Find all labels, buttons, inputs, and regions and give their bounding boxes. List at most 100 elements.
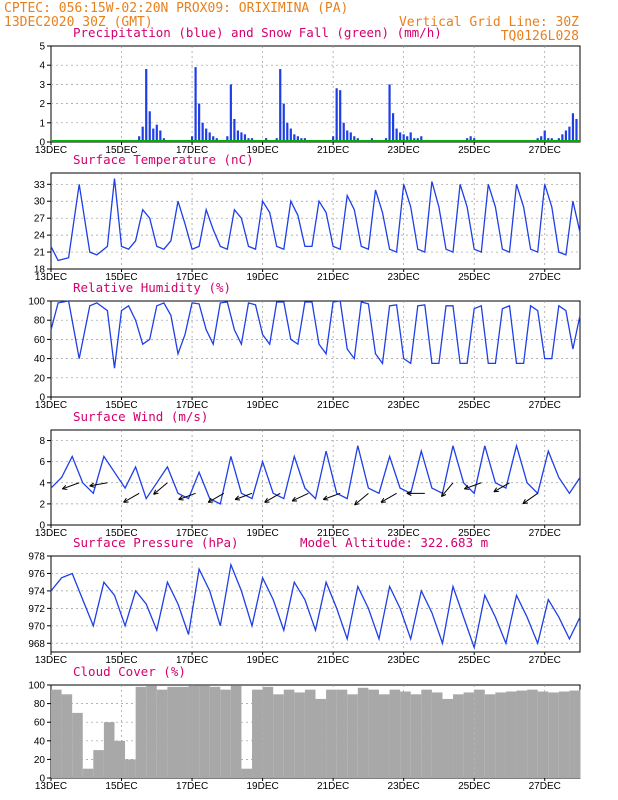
x-tick-label: 15DEC — [105, 272, 137, 283]
cloud-bar — [252, 689, 263, 778]
y-tick-label: 6 — [39, 457, 45, 468]
precip-bar — [148, 111, 151, 142]
x-tick-label: 23DEC — [388, 272, 420, 283]
cloud-bar — [103, 722, 115, 778]
y-tick-label: 33 — [34, 180, 46, 191]
cloud-bar — [484, 694, 496, 778]
x-tick-label: 17DEC — [176, 528, 208, 539]
x-tick-label: 19DEC — [246, 781, 278, 792]
cloud-bar — [347, 694, 358, 778]
precip-bar — [194, 67, 197, 142]
y-tick-label: 18 — [34, 265, 46, 276]
wind-arrow-head — [354, 500, 358, 506]
x-tick-label: 19DEC — [246, 528, 278, 539]
x-tick-label: 15DEC — [105, 781, 137, 792]
precip-bar — [399, 132, 402, 142]
x-tick-label: 21DEC — [317, 400, 349, 411]
x-tick-label: 23DEC — [388, 528, 420, 539]
precip-bar — [402, 134, 405, 142]
x-tick-label: 21DEC — [317, 145, 349, 156]
y-tick-label: 27 — [34, 214, 46, 225]
wind-arrow-head — [61, 485, 67, 490]
y-tick-label: 21 — [34, 248, 46, 259]
x-tick-label: 17DEC — [176, 145, 208, 156]
precip-bar — [236, 130, 240, 142]
precip-bar — [233, 118, 236, 142]
wind-arrow-head — [235, 498, 241, 501]
x-tick-label: 21DEC — [317, 528, 349, 539]
wind-arrow-head — [178, 498, 184, 501]
panel-precip: 0 1 2 3 4 5 13DEC 15DEC 17DEC 19DEC 21DEC 23DEC 25DE… — [35, 25, 581, 156]
precip-bar — [226, 136, 229, 142]
wind-arrow-shaft — [264, 492, 281, 503]
cloud-bar — [93, 750, 104, 778]
precip-bar — [240, 132, 243, 142]
x-tick-label: 27DEC — [529, 145, 561, 156]
precip-bar — [201, 122, 204, 142]
wind-arrow — [440, 482, 454, 498]
cloud-bar — [72, 712, 83, 778]
y-tick-label: 100 — [28, 297, 45, 308]
cloud-bar — [431, 692, 443, 778]
wind-arrow-head — [441, 494, 447, 498]
wind-arrow-shaft — [464, 482, 482, 490]
cloud-bar — [357, 687, 369, 778]
x-tick-label: 21DEC — [317, 781, 349, 792]
wind-arrow-head — [440, 491, 444, 497]
cloud-bar — [495, 692, 506, 778]
wind-arrow-shaft — [178, 492, 196, 500]
y-tick-label: 100 — [28, 681, 45, 692]
precip-bar — [409, 132, 412, 142]
wind-arrow — [178, 492, 196, 501]
y-tick-label: 3 — [39, 80, 45, 91]
wind-arrow-head — [380, 497, 385, 503]
wind-arrow-shaft — [354, 492, 369, 506]
wind-arrow-head — [354, 503, 360, 506]
wind-arrow-head — [264, 497, 268, 503]
panel-title-secondary: Model Altitude: 322.683 m — [300, 535, 488, 550]
wind-arrow — [207, 492, 225, 503]
x-tick-label: 15DEC — [105, 655, 137, 666]
cloud-bar — [368, 689, 379, 778]
wind-arrow-shaft — [323, 492, 341, 500]
panel-frame — [50, 555, 581, 653]
cloud-bar — [304, 689, 316, 778]
wind-arrow-shaft — [153, 482, 168, 495]
precip-bar — [208, 132, 211, 142]
cloud-bar — [453, 694, 464, 778]
header-line1: CPTEC: 056:15W-02:20N PROX09: ORIXIMINA … — [4, 1, 348, 16]
wind-arrow-shaft — [123, 492, 140, 503]
cloud-bar — [505, 691, 517, 778]
header-grid-line: Vertical Grid Line: 30Z — [399, 15, 579, 30]
y-tick-label: 80 — [34, 316, 46, 327]
y-tick-label: 970 — [28, 621, 45, 632]
x-tick-label: 13DEC — [35, 400, 67, 411]
temp-series-line — [50, 178, 581, 262]
precip-bar — [293, 134, 296, 142]
precip-bar — [342, 122, 345, 142]
precip-bar — [229, 84, 232, 142]
cloud-bar — [410, 694, 422, 778]
cloud-bar — [558, 691, 570, 778]
panel-title: Surface Temperature (nC) — [73, 152, 254, 167]
y-tick-label: 60 — [34, 718, 46, 729]
y-tick-label: 24 — [34, 231, 46, 242]
panel-temp: 18 21 24 27 30 33 13DEC 15DEC 17DEC 19DEC 21DEC 23D… — [34, 152, 581, 283]
cloud-bar — [220, 689, 231, 778]
wind-arrow-head — [522, 502, 528, 505]
cloud-bar — [336, 689, 348, 778]
y-tick-label: 20 — [34, 373, 46, 384]
header-model-code: TQ0126L028 — [501, 29, 579, 44]
cloud-bar — [209, 686, 221, 778]
panel-frame — [50, 45, 581, 143]
wind-arrow — [406, 490, 425, 496]
x-tick-label: 25DEC — [458, 781, 490, 792]
wind-arrow — [354, 492, 369, 506]
cloud-bar — [389, 689, 401, 778]
x-tick-label: 13DEC — [35, 781, 67, 792]
x-tick-label: 27DEC — [529, 528, 561, 539]
wind-arrow-shaft — [234, 492, 253, 500]
wind-arrow-shaft — [522, 492, 538, 505]
panel-frame — [50, 300, 581, 398]
